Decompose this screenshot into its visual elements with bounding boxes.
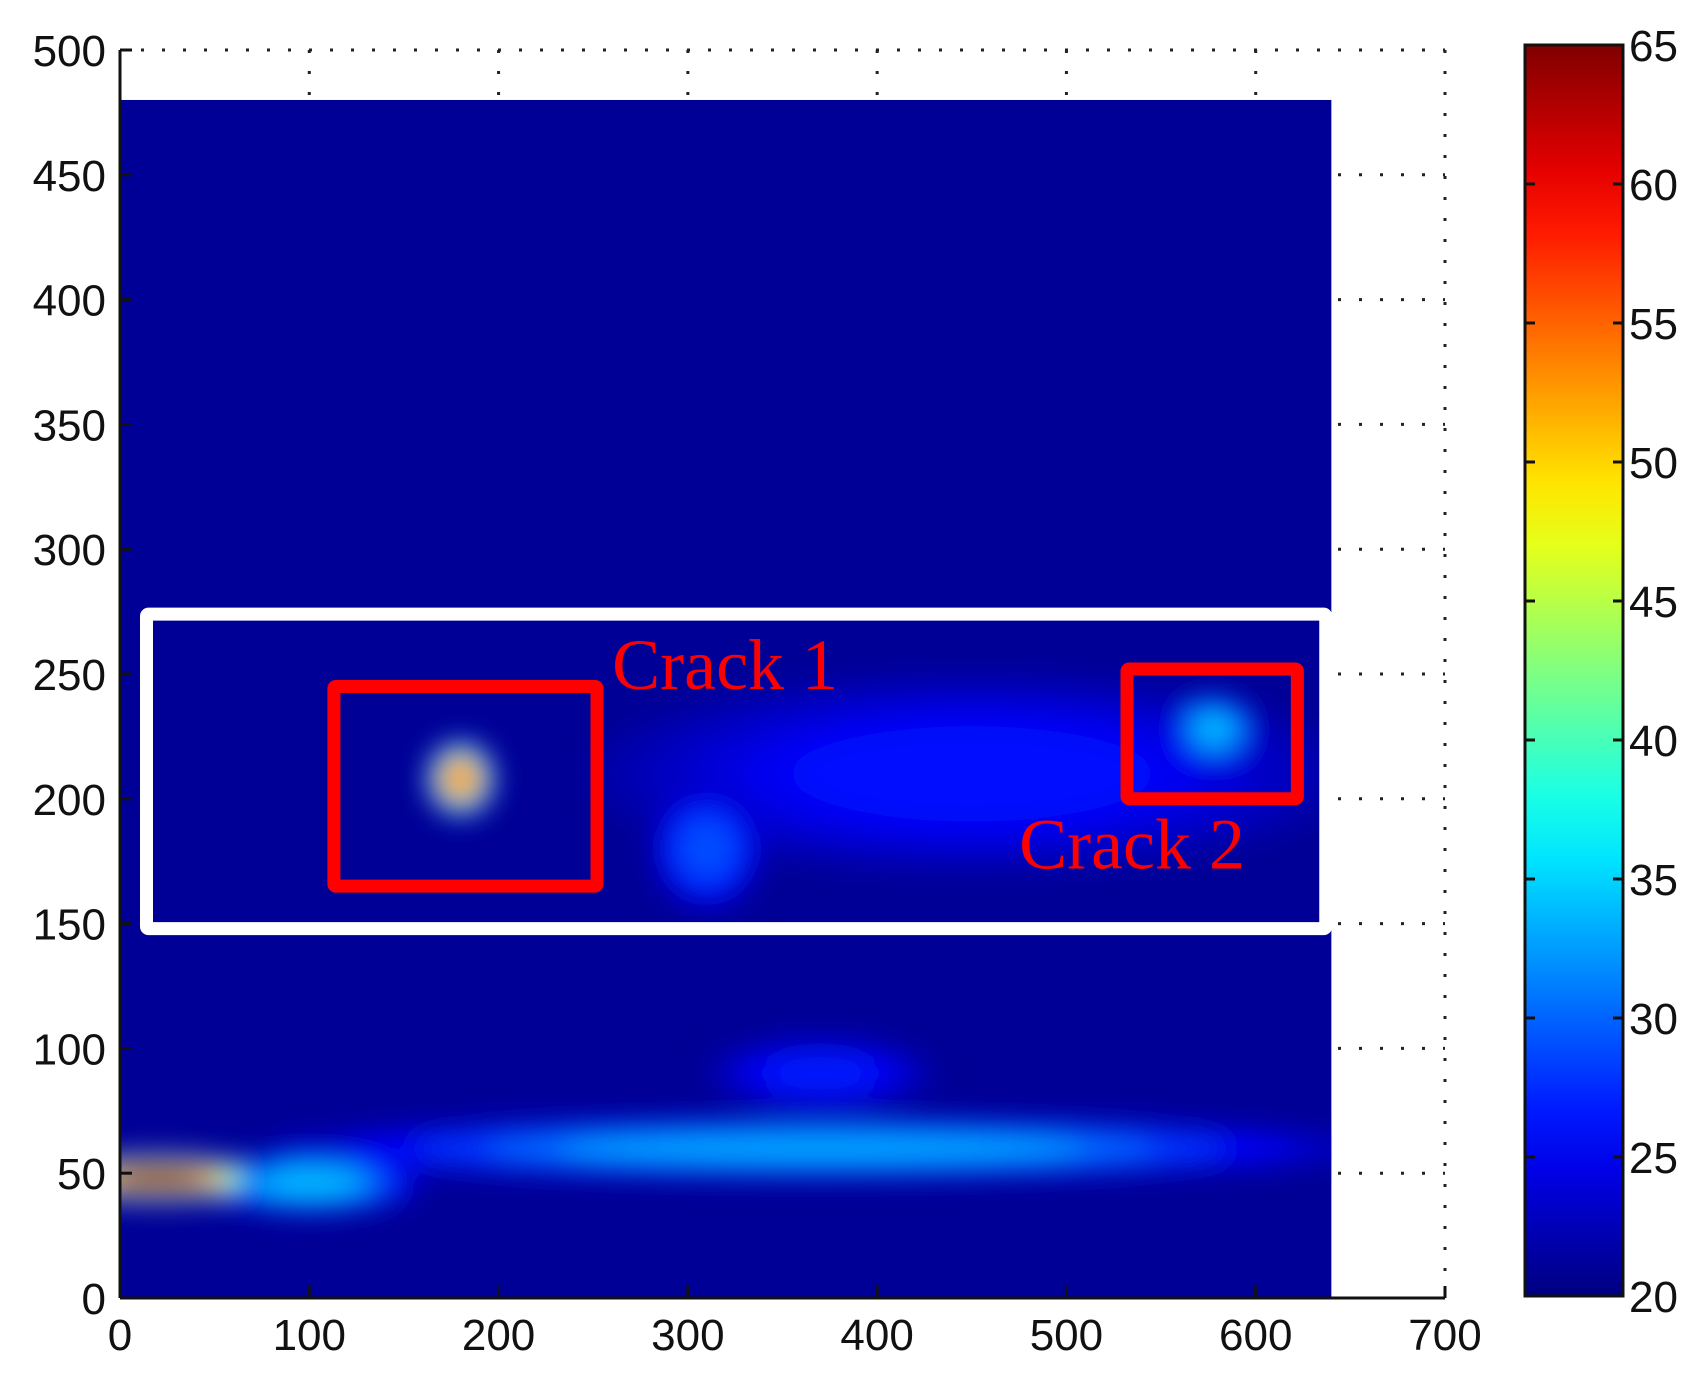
crack-2-box	[1120, 662, 1304, 806]
y-tick-label: 150	[33, 901, 106, 950]
colorbar-tick-label: 35	[1629, 856, 1678, 905]
colorbar-tick-label: 40	[1629, 717, 1678, 766]
y-tick-label: 350	[33, 401, 106, 450]
colorbar-tick-label: 45	[1629, 578, 1678, 627]
crack-label-2: Crack 2	[1019, 805, 1245, 885]
x-axis: 0 100 200 300 400 500 600 700	[108, 1286, 1482, 1360]
heat-spot	[1194, 712, 1235, 746]
colorbar: 20 25 30 35 40 45 50 55 60 65	[1523, 22, 1678, 1322]
region-box	[140, 607, 1333, 936]
annotation-boxes	[140, 607, 1333, 936]
x-tick-label: 200	[462, 1311, 535, 1360]
x-tick-label: 500	[1030, 1311, 1103, 1360]
heat-spot	[679, 818, 735, 879]
heat-spot	[444, 760, 478, 797]
y-tick-label: 250	[33, 651, 106, 700]
y-tick-label: 200	[33, 776, 106, 825]
colorbar-tick-label: 55	[1629, 300, 1678, 349]
y-tick-label: 50	[57, 1150, 106, 1199]
y-tick-label: 100	[33, 1025, 106, 1074]
crack-label-1: Crack 1	[612, 625, 838, 705]
colorbar-tick-label: 50	[1629, 439, 1678, 488]
x-tick-label: 300	[651, 1311, 724, 1360]
heat-spot	[765, 1056, 875, 1091]
y-axis: 0 50 100 150 200 250 300 350 400 450 500	[33, 27, 132, 1324]
y-tick-label: 450	[33, 152, 106, 201]
annotations: Crack 1 Crack 2	[612, 625, 1245, 885]
x-tick-label: 400	[840, 1311, 913, 1360]
x-tick-label: 100	[273, 1311, 346, 1360]
x-tick-label: 0	[108, 1311, 132, 1360]
colorbar-tick-label: 30	[1629, 995, 1678, 1044]
colorbar-tick-label: 20	[1629, 1273, 1678, 1322]
x-tick-label: 600	[1219, 1311, 1292, 1360]
heat-spot	[254, 1168, 364, 1198]
crack-1-box	[327, 679, 604, 893]
heat-spot	[556, 1133, 1084, 1163]
heat-spot	[790, 725, 1154, 822]
colorbar-tick-label: 60	[1629, 161, 1678, 210]
x-tick-label: 700	[1408, 1311, 1481, 1360]
y-tick-label: 0	[82, 1275, 106, 1324]
y-tick-label: 500	[33, 27, 106, 76]
y-tick-label: 300	[33, 526, 106, 575]
y-tick-label: 400	[33, 277, 106, 326]
colorbar-gradient	[1523, 43, 1625, 1298]
colorbar-tick-label: 25	[1629, 1134, 1678, 1183]
heat-spot	[120, 1167, 208, 1189]
colorbar-tick-label: 65	[1629, 22, 1678, 71]
